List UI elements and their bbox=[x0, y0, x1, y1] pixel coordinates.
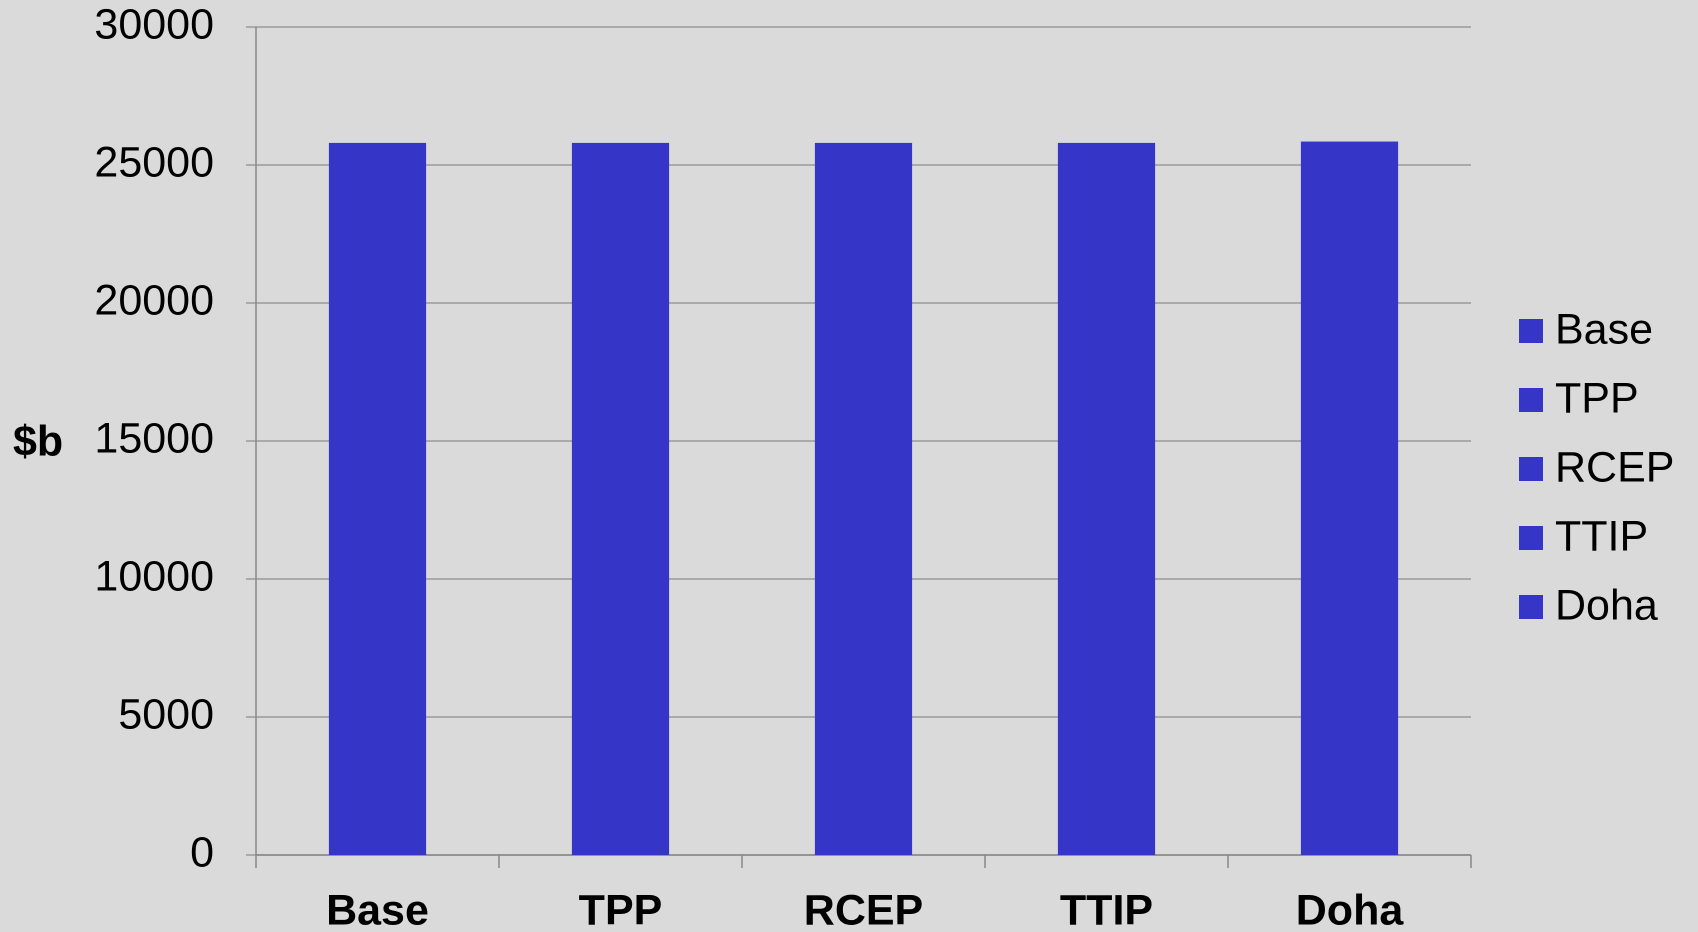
bar bbox=[1300, 141, 1399, 856]
legend-label: TTIP bbox=[1555, 512, 1648, 560]
x-tick-label: TTIP bbox=[1060, 886, 1153, 932]
legend-label: RCEP bbox=[1555, 443, 1674, 491]
bar bbox=[328, 142, 427, 856]
legend-label: Base bbox=[1555, 305, 1653, 353]
x-tick-label: TPP bbox=[579, 886, 663, 932]
legend-swatch bbox=[1519, 319, 1543, 343]
y-tick-label: 30000 bbox=[94, 0, 214, 48]
y-tick-label: 15000 bbox=[94, 414, 214, 462]
y-tick-label: 10000 bbox=[94, 552, 214, 600]
y-tick-label: 25000 bbox=[94, 138, 214, 186]
legend-swatch bbox=[1519, 595, 1543, 619]
x-tick-label: RCEP bbox=[804, 886, 923, 932]
y-tick-label: 20000 bbox=[94, 276, 214, 324]
x-tick-label: Base bbox=[326, 886, 429, 932]
legend-label: Doha bbox=[1555, 581, 1658, 629]
legend-label: TPP bbox=[1555, 374, 1639, 422]
bar bbox=[1057, 142, 1156, 856]
bar bbox=[571, 142, 670, 856]
y-tick-label: 0 bbox=[190, 828, 214, 876]
y-tick-label: 5000 bbox=[118, 690, 214, 738]
legend-swatch bbox=[1519, 388, 1543, 412]
x-tick-label: Doha bbox=[1296, 886, 1405, 932]
legend-swatch bbox=[1519, 526, 1543, 550]
y-axis-label: $b bbox=[13, 417, 63, 465]
legend-swatch bbox=[1519, 457, 1543, 481]
bar bbox=[814, 142, 913, 856]
